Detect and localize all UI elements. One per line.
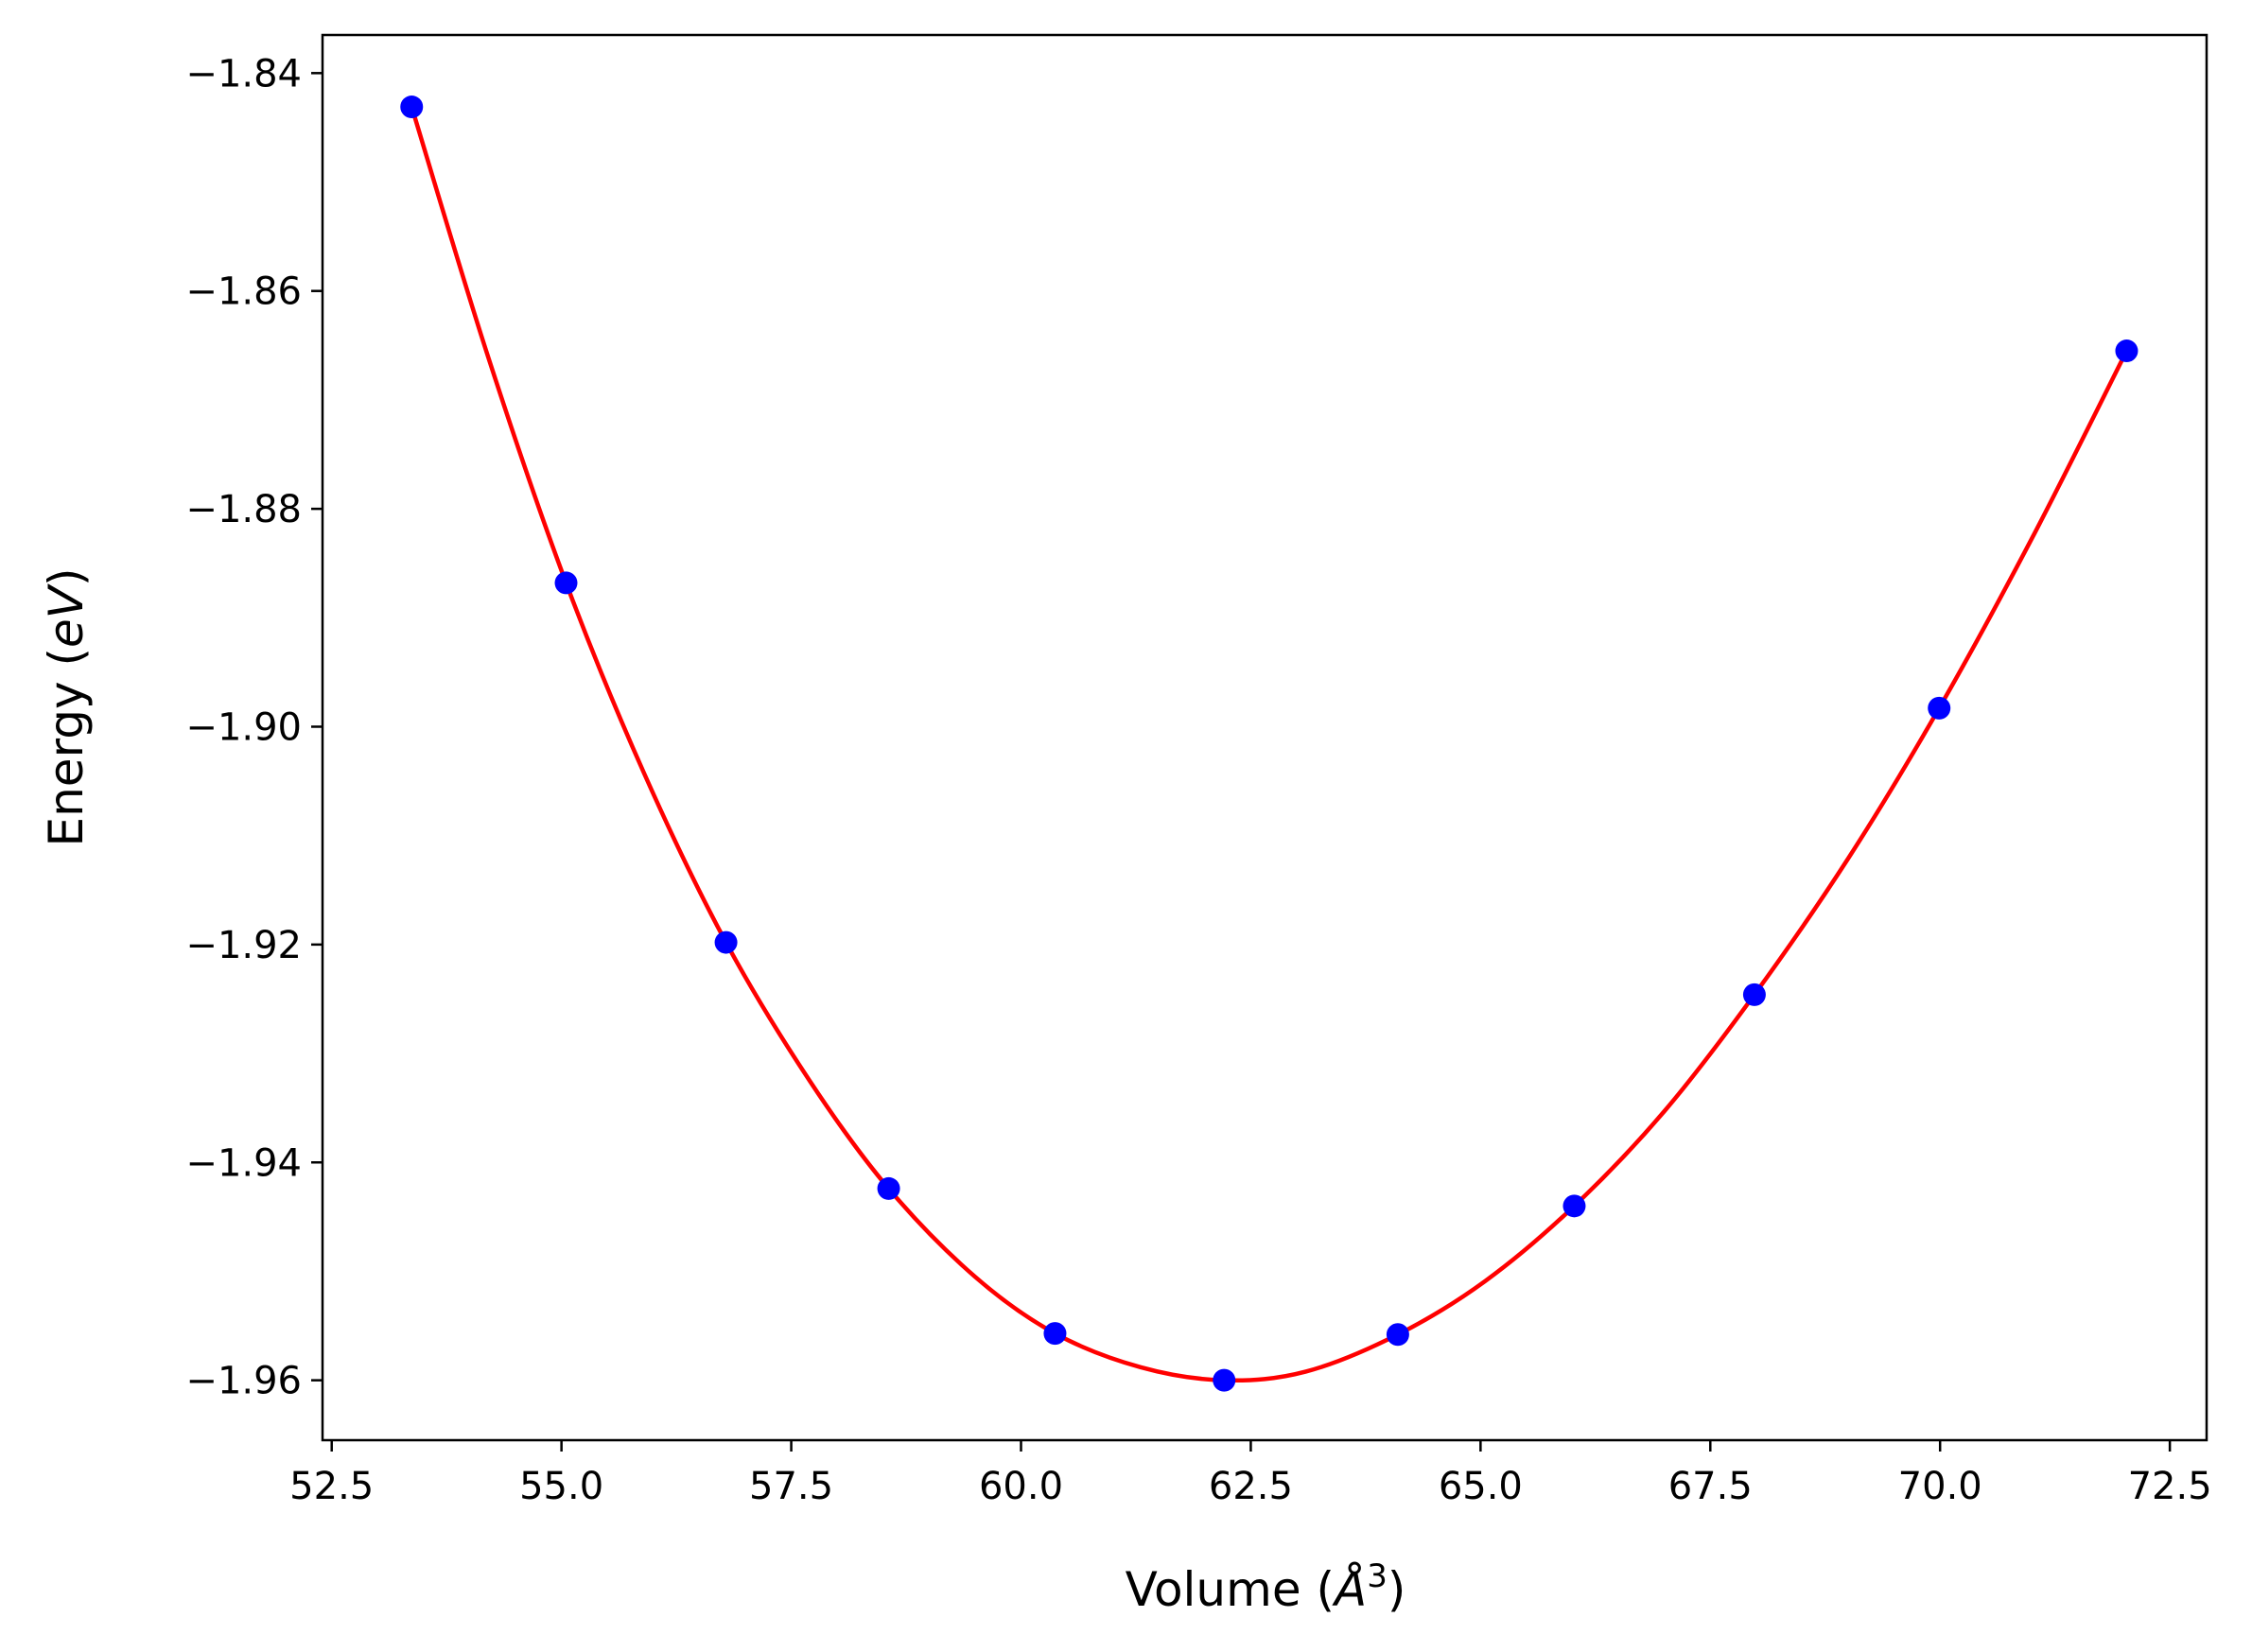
plot-frame — [321, 33, 2208, 1442]
data-point — [1043, 1322, 1067, 1346]
fit-curve-layer — [410, 106, 2129, 1383]
x-tick-label: 52.5 — [289, 1465, 374, 1508]
data-point — [1562, 1194, 1586, 1218]
y-tick-label: −1.88 — [185, 488, 302, 531]
data-points-layer — [400, 96, 2139, 1392]
y-tick-label: −1.92 — [185, 924, 302, 967]
x-tick-label: 60.0 — [979, 1465, 1063, 1508]
data-point — [877, 1176, 900, 1200]
x-axis-ticks: 52.5 55.0 57.5 60.0 62.5 65.0 67.5 70.0 72.5 — [289, 1440, 2212, 1508]
y-axis-ticks: −1.84 −1.86 −1.88 −1.90 −1.92 −1.94 −1.96 — [185, 52, 323, 1403]
fit-curve — [410, 106, 2129, 1383]
data-point — [1928, 696, 1951, 720]
x-tick-label: 55.0 — [519, 1465, 603, 1508]
data-point — [714, 930, 738, 954]
y-tick-label: −1.94 — [185, 1141, 302, 1185]
x-axis-label: Volume (Å3) — [1126, 1557, 1406, 1617]
data-point — [1213, 1368, 1236, 1392]
data-point — [554, 571, 578, 595]
x-tick-label: 72.5 — [2128, 1465, 2212, 1508]
y-tick-label: −1.96 — [185, 1360, 302, 1403]
y-tick-label: −1.84 — [185, 52, 302, 96]
y-tick-label: −1.90 — [185, 705, 302, 749]
x-tick-label: 57.5 — [749, 1465, 833, 1508]
x-tick-label: 65.0 — [1439, 1465, 1523, 1508]
data-point — [1386, 1323, 1409, 1347]
data-point — [1742, 983, 1766, 1006]
x-tick-label: 70.0 — [1898, 1465, 1982, 1508]
y-tick-label: −1.86 — [185, 270, 302, 314]
y-axis-label: Energy (eV) — [39, 568, 94, 847]
x-tick-label: 62.5 — [1209, 1465, 1293, 1508]
x-tick-label: 67.5 — [1668, 1465, 1753, 1508]
data-point — [2115, 339, 2139, 363]
data-point — [400, 96, 424, 119]
